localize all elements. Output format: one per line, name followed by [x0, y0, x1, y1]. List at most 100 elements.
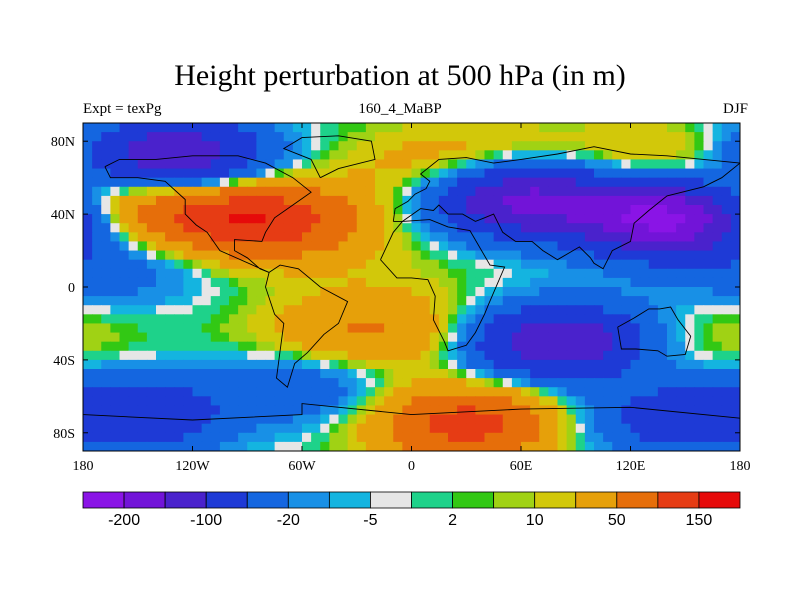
field-cell: [265, 378, 276, 388]
field-cell: [356, 195, 367, 206]
field-cell: [137, 441, 148, 451]
field-cell: [329, 287, 340, 297]
field-cell: [420, 441, 431, 451]
field-cell: [521, 132, 531, 142]
field-cell: [192, 277, 203, 288]
field-cell: [165, 423, 175, 434]
field-cell: [438, 414, 449, 425]
field-cell: [83, 432, 93, 443]
field-cell: [575, 314, 586, 325]
field-cell: [110, 241, 121, 252]
field-cell: [667, 359, 677, 370]
field-cell: [119, 141, 130, 151]
field-cell: [146, 232, 157, 243]
field-cell: [229, 223, 239, 233]
field-cell: [302, 423, 312, 434]
field-cell: [119, 350, 130, 361]
field-cell: [712, 141, 723, 151]
field-cell: [101, 378, 111, 388]
field-cell: [466, 296, 476, 306]
field-cell: [302, 378, 312, 388]
field-cell: [575, 132, 586, 142]
field-cell: [594, 305, 604, 315]
field-cell: [584, 241, 595, 252]
field-cell: [457, 323, 467, 334]
field-cell: [703, 214, 714, 224]
field-cell: [402, 369, 413, 379]
field-cell: [210, 423, 221, 434]
field-cell: [320, 441, 330, 451]
field-cell: [703, 287, 714, 297]
field-cell: [156, 223, 166, 233]
field-cell: [128, 159, 139, 170]
field-cell: [484, 378, 495, 388]
field-cell: [137, 369, 148, 379]
field-cell: [730, 350, 740, 361]
field-cell: [192, 195, 203, 206]
field-cell: [365, 287, 376, 297]
field-cell: [530, 323, 540, 334]
field-cell: [511, 359, 522, 370]
field-cell: [511, 141, 522, 151]
field-cell: [448, 314, 458, 325]
field-cell: [165, 314, 175, 325]
field-cell: [621, 205, 632, 215]
field-cell: [730, 259, 740, 270]
field-cell: [110, 296, 121, 306]
field-cell: [265, 232, 276, 243]
field-cell: [256, 186, 267, 197]
field-cell: [438, 159, 449, 170]
field-cell: [502, 332, 513, 343]
field-cell: [356, 177, 367, 188]
field-cell: [429, 150, 440, 161]
field-cell: [484, 332, 495, 343]
field-cell: [566, 359, 577, 370]
field-cell: [338, 177, 349, 188]
field-cell: [594, 359, 604, 370]
field-cell: [420, 423, 431, 434]
field-cell: [712, 341, 723, 352]
field-cell: [457, 305, 467, 315]
field-cell: [420, 177, 431, 188]
field-cell: [502, 414, 513, 425]
field-cell: [83, 250, 93, 261]
field-cell: [566, 168, 577, 179]
field-cell: [648, 159, 659, 170]
field-cell: [502, 396, 513, 407]
field-cell: [238, 369, 248, 379]
field-cell: [210, 277, 221, 288]
field-cell: [703, 423, 714, 434]
field-cell: [283, 314, 294, 325]
field-cell: [530, 341, 540, 352]
field-cell: [548, 250, 559, 261]
field-cell: [183, 186, 194, 197]
field-cell: [402, 378, 413, 388]
field-cell: [521, 405, 531, 416]
field-cell: [338, 296, 349, 306]
field-cell: [156, 423, 166, 434]
field-cell: [402, 277, 413, 288]
field-cell: [156, 387, 166, 397]
field-cell: [365, 369, 376, 379]
field-cell: [721, 132, 732, 142]
field-cell: [484, 123, 495, 133]
field-cell: [411, 432, 422, 443]
field-cell: [302, 277, 312, 288]
field-cell: [639, 168, 650, 179]
field-cell: [539, 223, 549, 233]
field-cell: [429, 387, 440, 397]
field-cell: [83, 223, 93, 233]
field-cell: [365, 177, 376, 188]
field-cell: [256, 378, 267, 388]
field-cell: [156, 359, 166, 370]
field-cell: [694, 177, 705, 188]
field-cell: [128, 359, 139, 370]
field-cell: [292, 323, 303, 334]
field-cell: [347, 387, 358, 397]
field-cell: [146, 314, 157, 325]
field-cell: [648, 287, 659, 297]
field-cell: [365, 205, 376, 215]
field-cell: [329, 405, 340, 416]
field-cell: [612, 359, 622, 370]
field-cell: [575, 359, 586, 370]
